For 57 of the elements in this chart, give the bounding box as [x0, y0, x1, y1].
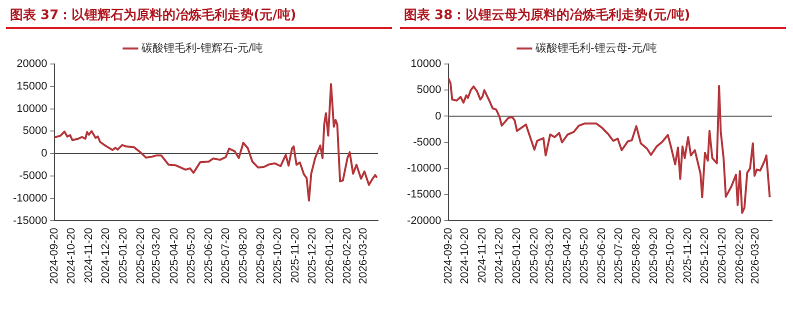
y-tick-label: -20000 [406, 214, 442, 227]
x-tick-label: 2024-11-20 [476, 228, 489, 284]
y-tick-label: -15000 [406, 188, 442, 201]
x-tick-label: 2025-12-20 [699, 228, 712, 284]
x-tick-label: 2024-12-20 [100, 228, 112, 284]
y-tick-label: 0 [41, 148, 48, 160]
x-tick-label: 2025-06-20 [596, 228, 608, 284]
legend-label: 碳酸锂毛利-锂辉石-元/吨 [140, 41, 264, 54]
chart-title: 图表 38：以锂云母为原料的冶炼毛利走势(元/吨) [400, 4, 786, 29]
x-tick-label: 2025-12-20 [306, 228, 318, 284]
x-tick-label: 2026-02-20 [341, 228, 354, 284]
x-tick-label: 2025-09-20 [648, 228, 660, 284]
x-tick-label: 2026-02-20 [734, 228, 746, 284]
y-tick-label: -10000 [406, 162, 442, 175]
x-tick-label: 2025-01-20 [510, 228, 523, 284]
y-tick-label: 5000 [416, 84, 442, 96]
x-tick-label: 2024-10-20 [459, 228, 472, 284]
x-tick-label: 2025-02-20 [134, 228, 147, 284]
x-tick-label: 2026-01-20 [716, 228, 728, 284]
y-tick-label: -5000 [19, 170, 48, 182]
x-tick-label: 2025-01-20 [117, 228, 130, 284]
y-tick-label: 10000 [410, 58, 442, 70]
x-tick-label: 2025-04-20 [562, 228, 574, 284]
x-tick-label: 2025-07-20 [612, 228, 625, 284]
y-tick-label: -10000 [12, 192, 48, 204]
x-tick-label: 2024-09-20 [48, 228, 60, 284]
x-tick-label: 2025-05-20 [185, 228, 198, 284]
x-tick-label: 2025-08-20 [630, 228, 642, 284]
x-tick-label: 2025-05-20 [578, 228, 591, 284]
x-tick-label: 2024-09-20 [442, 228, 454, 284]
x-tick-label: 2025-04-20 [168, 228, 180, 284]
x-tick-label: 2025-03-20 [544, 228, 556, 284]
y-tick-label: 5000 [22, 125, 48, 138]
x-tick-label: 2026-01-20 [324, 228, 336, 284]
x-tick-label: 2025-09-20 [254, 228, 267, 284]
y-tick-label: 20000 [16, 58, 48, 70]
x-tick-label: 2025-06-20 [202, 228, 215, 284]
x-tick-label: 2024-11-20 [82, 228, 95, 284]
x-tick-label: 2025-02-20 [528, 228, 540, 284]
x-tick-label: 2025-10-20 [664, 228, 677, 284]
x-tick-label: 2025-07-20 [220, 228, 232, 284]
x-tick-label: 2025-08-20 [237, 228, 250, 284]
y-tick-label: 10000 [16, 102, 48, 115]
legend-label: 碳酸锂毛利-锂云母-元/吨 [534, 41, 658, 54]
x-tick-label: 2025-11-20 [682, 228, 694, 284]
x-tick-label: 2025-10-20 [272, 228, 284, 284]
y-tick-label: 0 [435, 110, 442, 122]
y-tick-label: -5000 [413, 136, 442, 148]
x-tick-label: 2024-12-20 [494, 228, 506, 284]
x-tick-label: 2026-03-20 [750, 228, 762, 284]
x-tick-label: 2026-03-20 [357, 228, 370, 284]
x-tick-label: 2025-11-20 [289, 228, 302, 284]
x-tick-label: 2024-10-20 [65, 228, 78, 284]
chart-title: 图表 37：以锂辉石为原料的冶炼毛利走势(元/吨) [6, 4, 392, 29]
x-tick-label: 2025-03-20 [150, 228, 163, 284]
y-tick-label: 15000 [16, 80, 48, 92]
y-tick-label: -15000 [12, 214, 48, 227]
